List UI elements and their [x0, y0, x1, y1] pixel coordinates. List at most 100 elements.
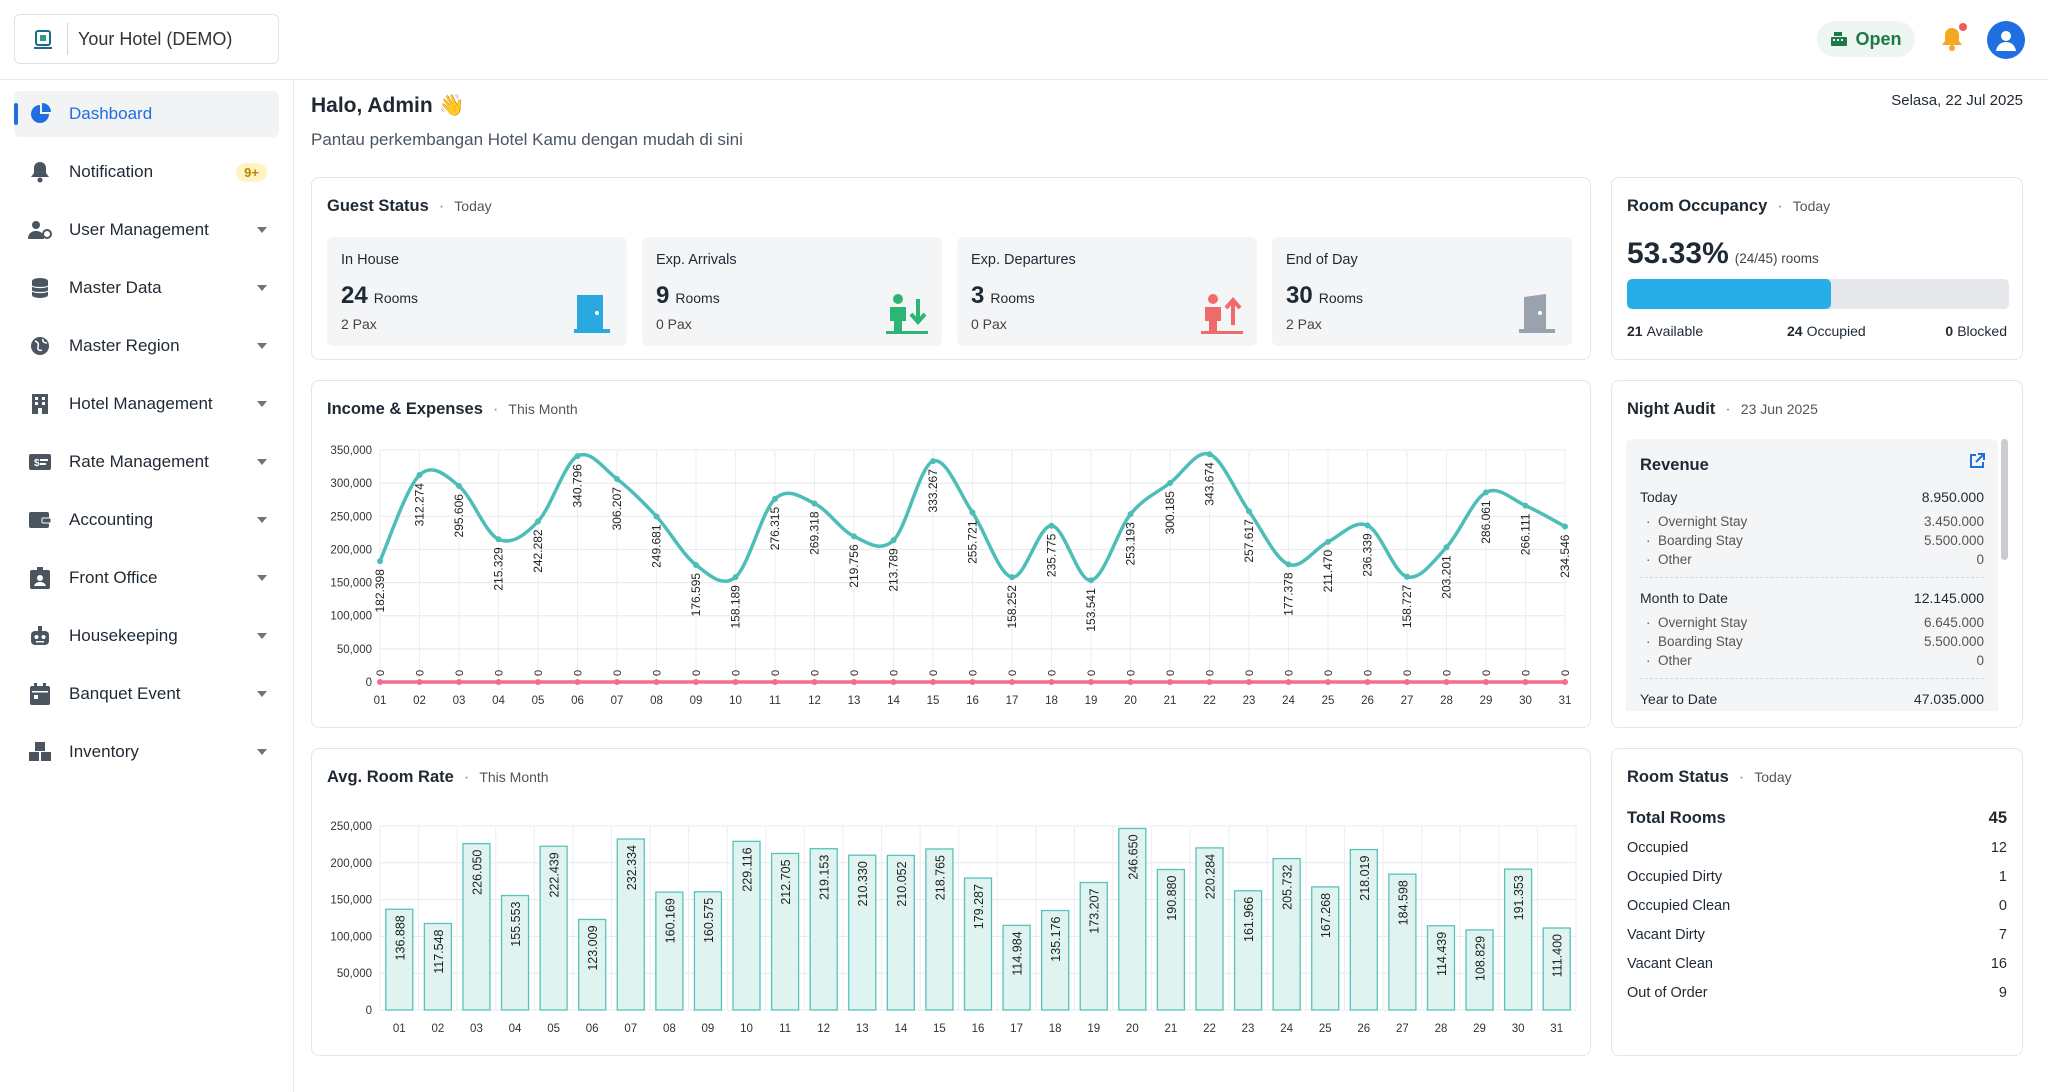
sidebar-item-banquet-event[interactable]: Banquet Event — [14, 671, 279, 717]
data-label: 184.598 — [1396, 880, 1410, 925]
x-tick-label: 24 — [1282, 695, 1295, 707]
avg-room-rate-period: This Month — [479, 769, 549, 785]
data-label: 222.439 — [548, 852, 562, 897]
x-tick-label: 13 — [856, 1023, 869, 1035]
data-point — [1404, 573, 1410, 580]
data-label: 114.984 — [1011, 931, 1025, 975]
sidebar-item-notification[interactable]: Notification 9+ — [14, 149, 279, 195]
data-label: 177.378 — [1282, 572, 1296, 616]
night-audit-scrollbar[interactable] — [2001, 439, 2008, 560]
x-tick-label: 22 — [1203, 695, 1216, 707]
data-label: 257.617 — [1242, 519, 1256, 563]
sidebar-item-dashboard[interactable]: Dashboard — [14, 91, 279, 137]
data-label: 0 — [1442, 670, 1454, 676]
notification-bell-button[interactable] — [1935, 22, 1969, 56]
end-of-day-box[interactable]: End of Day 30 Rooms 2 Pax — [1272, 237, 1572, 346]
data-point — [851, 679, 857, 685]
gs-label: Exp. Arrivals — [656, 252, 737, 268]
sidebar-item-inventory[interactable]: Inventory — [14, 729, 279, 775]
data-point — [811, 500, 818, 507]
data-label: 220.284 — [1203, 854, 1217, 899]
bar — [1272, 857, 1301, 1011]
bar — [770, 852, 800, 1011]
data-point — [1483, 679, 1489, 685]
data-label: 213.789 — [887, 548, 901, 592]
sidebar-item-front-office[interactable]: Front Office — [14, 555, 279, 601]
money-card-icon: $ — [28, 450, 52, 474]
expected-departures-box[interactable]: Exp. Departures 3 Rooms 0 Pax — [957, 237, 1257, 346]
data-point — [1325, 538, 1331, 545]
sidebar-item-master-region[interactable]: Master Region — [14, 323, 279, 369]
x-tick-label: 06 — [586, 1023, 599, 1035]
y-tick-label: 0 — [366, 677, 372, 689]
data-point — [535, 679, 541, 685]
data-point — [574, 679, 581, 685]
data-point — [1167, 480, 1173, 487]
x-tick-label: 01 — [374, 695, 387, 707]
x-tick-label: 24 — [1280, 1023, 1293, 1035]
sidebar-item-accounting[interactable]: Accounting — [14, 497, 279, 543]
bar — [539, 845, 568, 1011]
external-link-icon[interactable] — [1968, 452, 1986, 470]
data-label: 108.829 — [1474, 936, 1488, 981]
room-occupancy-title: Room Occupancy — [1627, 197, 1768, 215]
data-label: 179.287 — [972, 884, 986, 929]
chevron-down-icon — [257, 517, 267, 523]
open-status-button[interactable]: Open — [1817, 21, 1915, 57]
x-tick-label: 05 — [532, 695, 545, 707]
data-label: 218.765 — [933, 855, 947, 900]
guest-status-title: Guest Status — [327, 197, 429, 215]
x-tick-label: 31 — [1559, 695, 1572, 707]
x-tick-label: 09 — [702, 1023, 715, 1035]
bar — [848, 854, 877, 1011]
data-label: 226.050 — [470, 850, 484, 895]
sidebar-item-label: Master Region — [69, 336, 180, 355]
avg-room-rate-title: Avg. Room Rate — [327, 768, 454, 786]
guest-status-period: Today — [454, 198, 492, 214]
avg-room-rate-chart: 0 50,000 100,000 150,000 200,000 250,000 01 136… — [330, 821, 1577, 1035]
expected-arrivals-box[interactable]: Exp. Arrivals 9 Rooms 0 Pax — [642, 237, 942, 346]
data-point — [890, 679, 897, 685]
sidebar-item-hotel-management[interactable]: Hotel Management — [14, 381, 279, 427]
sidebar-item-master-data[interactable]: Master Data — [14, 265, 279, 311]
data-point — [851, 533, 857, 540]
x-tick-label: 09 — [690, 695, 703, 707]
sidebar-item-label: Rate Management — [69, 452, 209, 471]
in-house-box[interactable]: In House 24 Rooms 2 Pax — [327, 237, 627, 346]
y-tick-label: 250,000 — [330, 821, 372, 833]
night-audit-revenue-panel[interactable]: Revenue Today 8.950.000 · Overnight Stay 3… — [1626, 439, 1998, 711]
user-avatar-icon — [1996, 31, 2016, 51]
gs-count: 9 Rooms — [656, 282, 720, 309]
card-title: Room Status · Today — [1627, 768, 1792, 786]
data-label: 0 — [1402, 670, 1414, 676]
data-label: 0 — [810, 670, 822, 676]
y-tick-label: 350,000 — [330, 445, 372, 457]
user-avatar-button[interactable] — [1987, 21, 2025, 59]
arrival-person-icon — [886, 294, 928, 334]
sidebar-item-housekeeping[interactable]: Housekeeping — [14, 613, 279, 659]
x-tick-label: 18 — [1045, 695, 1058, 707]
data-label: 210.330 — [856, 861, 870, 906]
room-status-period: Today — [1754, 769, 1792, 785]
gs-count: 3 Rooms — [971, 282, 1035, 309]
data-point — [693, 679, 699, 685]
sidebar-item-rate-management[interactable]: $ Rate Management — [14, 439, 279, 485]
bar — [1349, 848, 1378, 1011]
card-title: Income & Expenses · This Month — [327, 400, 578, 418]
data-point — [535, 518, 541, 525]
id-badge-icon — [28, 566, 52, 590]
sidebar-item-user-management[interactable]: User Management — [14, 207, 279, 253]
data-label: 312.274 — [413, 483, 427, 527]
data-label: 215.329 — [492, 547, 506, 591]
x-tick-label: 30 — [1519, 695, 1532, 707]
bar — [1041, 909, 1070, 1011]
data-point — [1206, 679, 1213, 685]
x-tick-label: 27 — [1401, 695, 1414, 707]
data-label: 0 — [533, 670, 545, 676]
chevron-down-icon — [257, 749, 267, 755]
svg-text:$: $ — [34, 458, 40, 469]
hotel-selector[interactable]: Your Hotel (DEMO) — [14, 14, 279, 64]
room-status-row: Occupied Dirty 1 — [1627, 869, 2007, 885]
data-point — [377, 558, 383, 565]
notification-count-badge: 9+ — [236, 162, 267, 182]
